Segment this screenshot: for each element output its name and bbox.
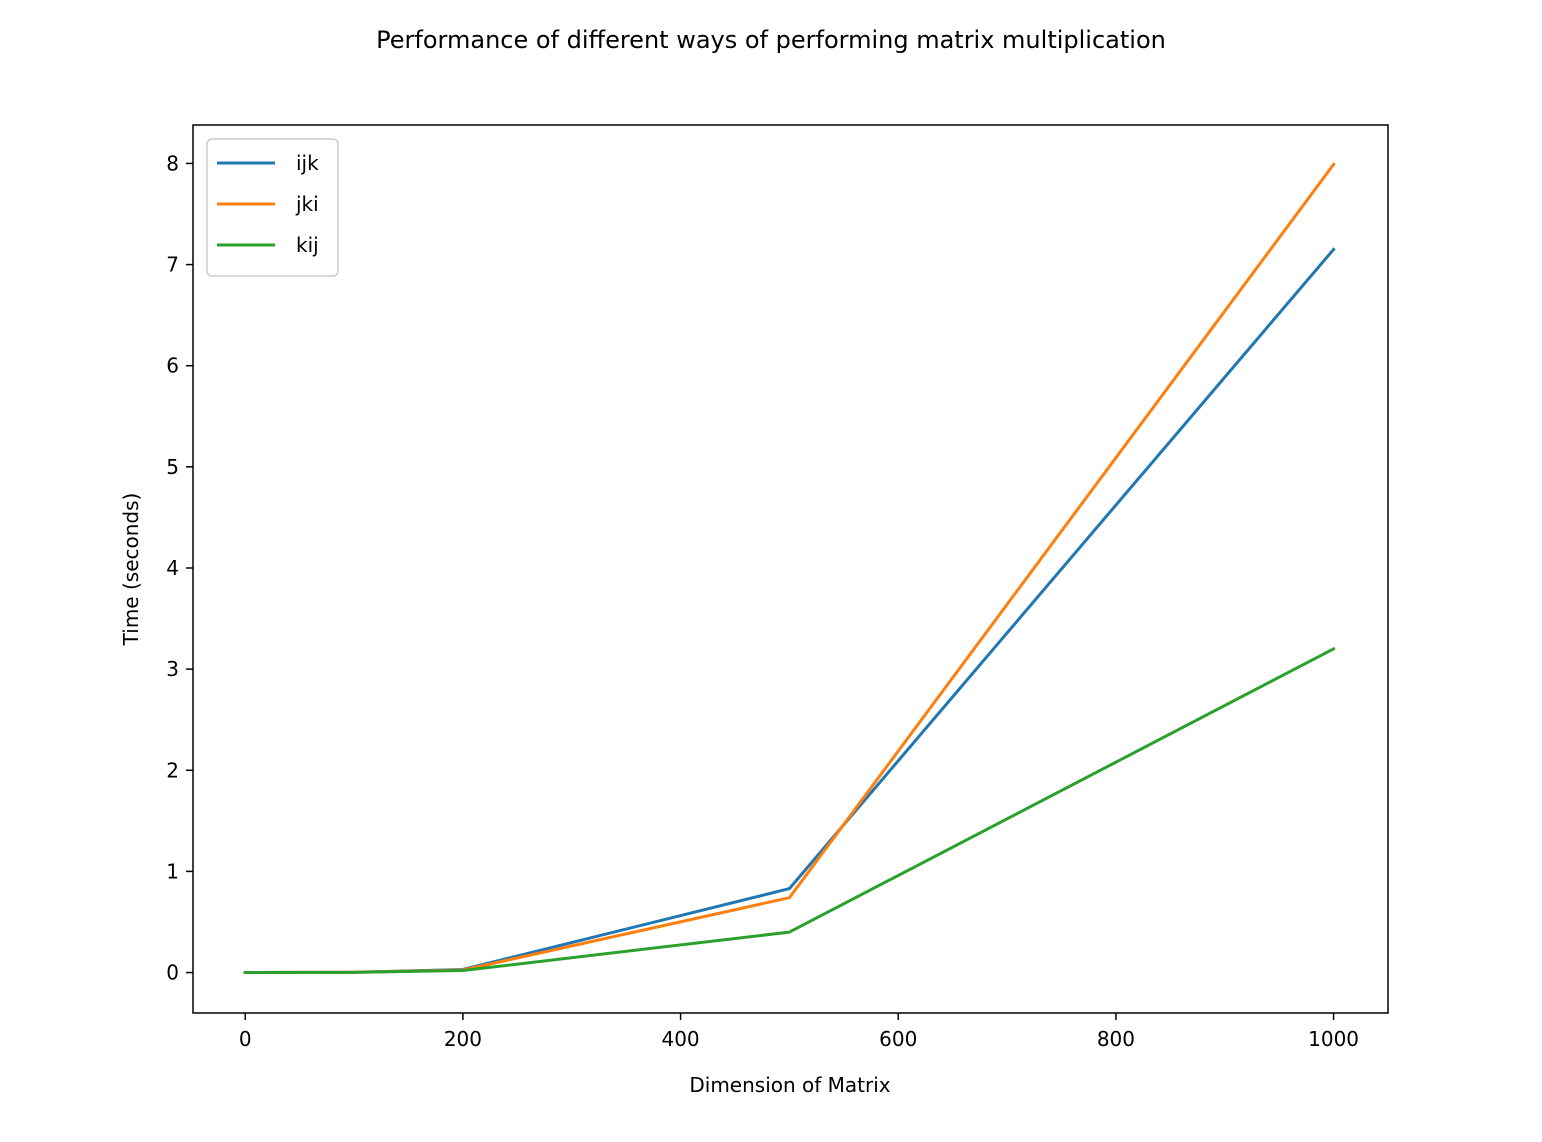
y-tick-label: 4	[166, 556, 179, 580]
y-tick-label: 5	[166, 455, 179, 479]
y-tick-label: 3	[166, 657, 179, 681]
y-tick-label: 6	[166, 354, 179, 378]
series-layer	[243, 162, 1336, 975]
x-tick-label: 600	[879, 1027, 917, 1051]
x-tick-label: 0	[239, 1027, 252, 1051]
series-line-kij	[243, 646, 1336, 975]
legend-label-jki: jki	[295, 192, 319, 216]
y-tick-label: 2	[166, 758, 179, 782]
x-tick-label: 400	[661, 1027, 699, 1051]
legend-frame	[206, 138, 339, 277]
x-axis: 0 200 400 600 800 1000	[239, 1013, 1359, 1051]
legend: ijk jki kij	[206, 138, 339, 277]
x-tick-label: 1000	[1308, 1027, 1359, 1051]
legend-label-kij: kij	[296, 233, 319, 257]
y-axis: 0 1 2 3 4 5 6 7 8	[166, 151, 193, 985]
x-tick-label: 200	[444, 1027, 482, 1051]
plot-area	[193, 125, 1388, 1013]
x-tick-label: 800	[1097, 1027, 1135, 1051]
legend-label-ijk: ijk	[296, 151, 319, 175]
chart-title: Performance of different ways of perform…	[376, 26, 1166, 54]
y-tick-label: 1	[166, 859, 179, 883]
y-axis-label: Time (seconds)	[119, 493, 143, 647]
y-tick-label: 7	[166, 253, 179, 277]
plot-frame	[192, 124, 1389, 1014]
y-tick-label: 8	[166, 151, 179, 175]
y-tick-label: 0	[166, 961, 179, 985]
x-axis-label: Dimension of Matrix	[689, 1073, 890, 1097]
